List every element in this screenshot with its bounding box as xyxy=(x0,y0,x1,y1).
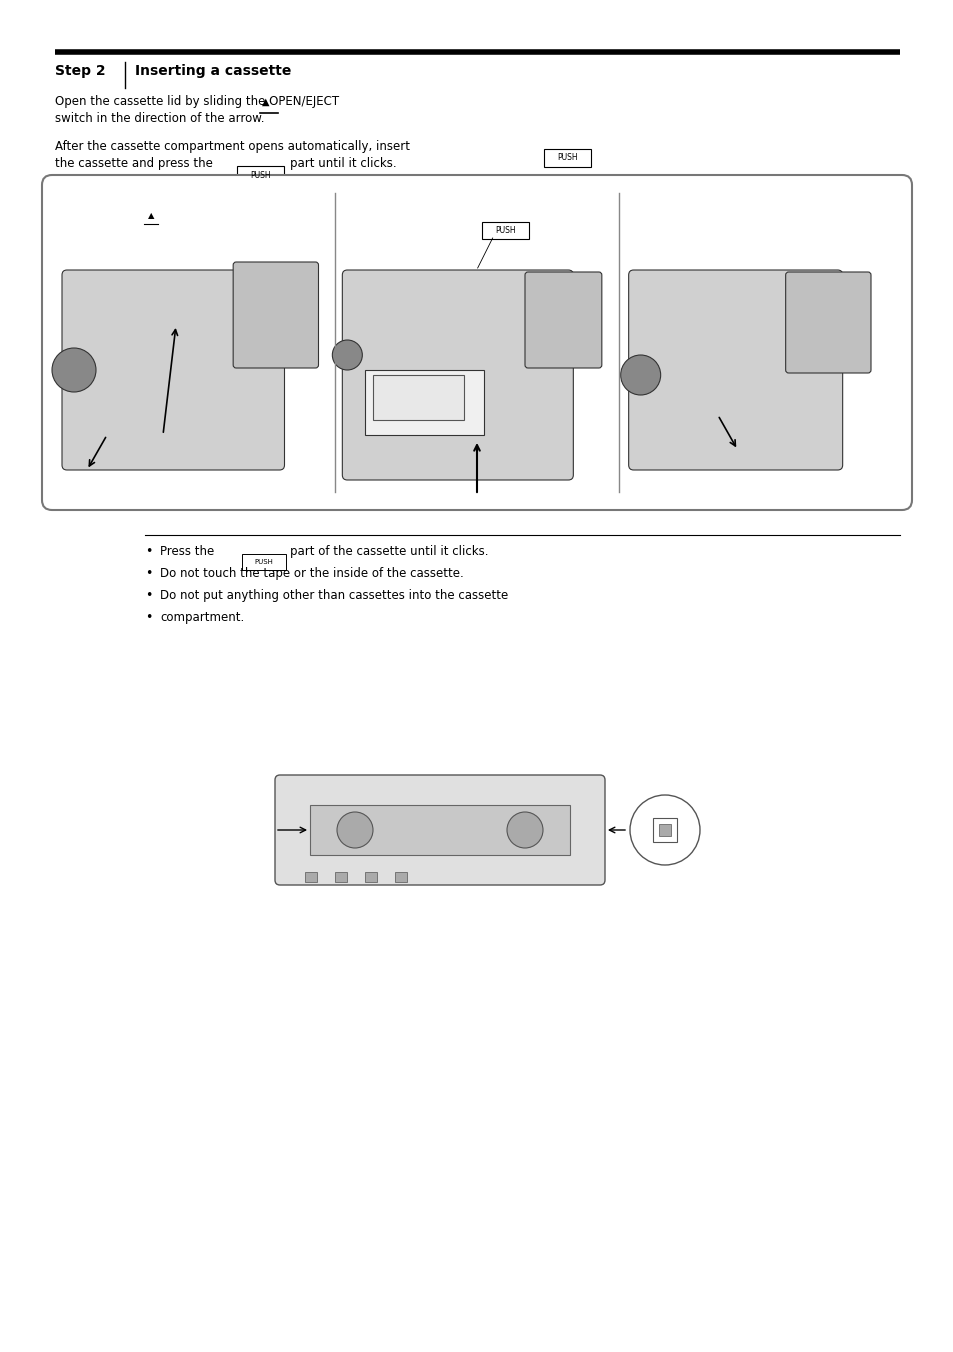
FancyBboxPatch shape xyxy=(236,166,284,184)
Bar xyxy=(373,375,463,420)
Circle shape xyxy=(332,339,362,370)
Bar xyxy=(335,872,347,882)
Text: •: • xyxy=(145,566,152,580)
Text: the cassette and press the: the cassette and press the xyxy=(55,157,213,170)
Circle shape xyxy=(336,813,373,848)
FancyBboxPatch shape xyxy=(543,149,590,168)
Bar xyxy=(305,872,316,882)
Bar xyxy=(310,804,569,854)
Text: Do not put anything other than cassettes into the cassette: Do not put anything other than cassettes… xyxy=(160,589,508,602)
FancyBboxPatch shape xyxy=(524,272,601,368)
Text: ▲: ▲ xyxy=(262,97,269,107)
Bar xyxy=(365,872,376,882)
Circle shape xyxy=(620,356,660,395)
Text: Do not touch the tape or the inside of the cassette.: Do not touch the tape or the inside of t… xyxy=(160,566,463,580)
Text: switch in the direction of the arrow.: switch in the direction of the arrow. xyxy=(55,112,264,124)
Bar xyxy=(395,872,407,882)
FancyBboxPatch shape xyxy=(62,270,284,470)
Text: •: • xyxy=(145,545,152,558)
FancyBboxPatch shape xyxy=(481,222,528,239)
FancyBboxPatch shape xyxy=(628,270,841,470)
Bar xyxy=(652,818,677,842)
FancyBboxPatch shape xyxy=(242,554,286,571)
Text: PUSH: PUSH xyxy=(495,226,515,235)
Text: compartment.: compartment. xyxy=(160,611,244,625)
FancyBboxPatch shape xyxy=(233,262,318,368)
Bar xyxy=(365,370,484,435)
FancyBboxPatch shape xyxy=(785,272,870,373)
FancyBboxPatch shape xyxy=(42,174,911,510)
Text: part of the cassette until it clicks.: part of the cassette until it clicks. xyxy=(290,545,488,558)
Text: Open the cassette lid by sliding the OPEN/EJECT: Open the cassette lid by sliding the OPE… xyxy=(55,95,338,108)
Text: ▲: ▲ xyxy=(148,211,154,220)
Text: After the cassette compartment opens automatically, insert: After the cassette compartment opens aut… xyxy=(55,141,410,153)
Text: Inserting a cassette: Inserting a cassette xyxy=(135,64,291,78)
Text: Press the: Press the xyxy=(160,545,214,558)
Text: •: • xyxy=(145,611,152,625)
Text: PUSH: PUSH xyxy=(254,558,274,565)
Text: PUSH: PUSH xyxy=(250,170,271,180)
Circle shape xyxy=(506,813,542,848)
Text: part until it clicks.: part until it clicks. xyxy=(290,157,396,170)
Text: PUSH: PUSH xyxy=(557,154,578,162)
Text: Step 2: Step 2 xyxy=(55,64,106,78)
Bar xyxy=(659,823,670,836)
FancyBboxPatch shape xyxy=(342,270,573,480)
Circle shape xyxy=(52,347,96,392)
Text: •: • xyxy=(145,589,152,602)
FancyBboxPatch shape xyxy=(274,775,604,886)
